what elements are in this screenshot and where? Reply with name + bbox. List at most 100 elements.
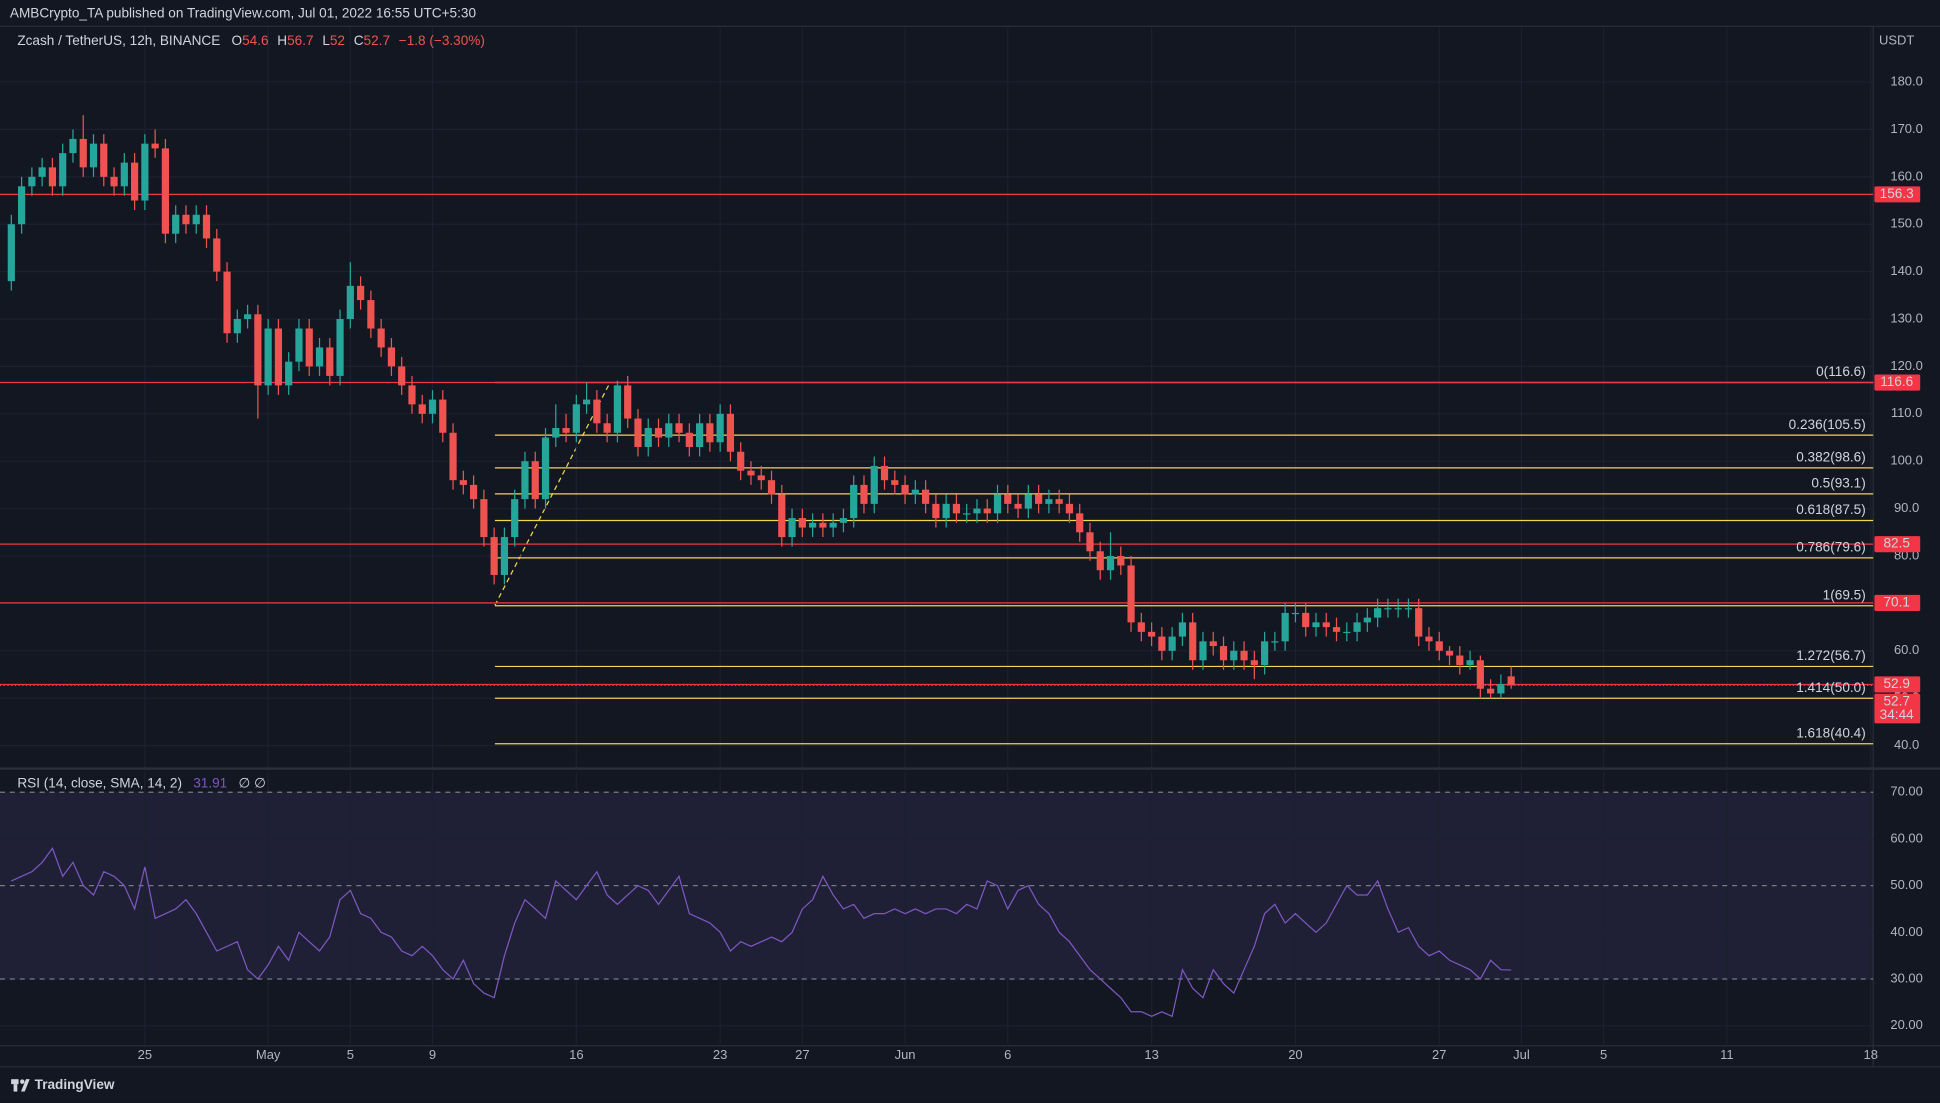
candle-body: [1343, 631, 1351, 634]
y-tick-label: 110.0: [1891, 405, 1923, 420]
rsi-legend: RSI (14, close, SMA, 14, 2) 31.91 ∅ ∅: [17, 775, 266, 790]
level-label: 52.9: [1883, 676, 1909, 691]
candle-body: [1086, 532, 1094, 552]
candle-body: [922, 489, 930, 504]
candle-body: [100, 143, 108, 177]
x-tick-label: 25: [138, 1047, 152, 1062]
candle-body: [459, 480, 467, 485]
y-tick-label: 90.0: [1894, 500, 1919, 515]
ohlc-key: L: [322, 33, 330, 48]
candle-body: [1332, 627, 1341, 632]
candle-body: [1466, 660, 1474, 666]
level-label-box: [1874, 693, 1921, 724]
candle-body: [285, 361, 293, 386]
candle-body: [1363, 617, 1371, 623]
candle-body: [706, 423, 714, 443]
candle-body: [860, 484, 868, 504]
candle-body: [1425, 636, 1433, 642]
candle-body: [1148, 631, 1156, 637]
candle-body: [377, 328, 385, 348]
candle-body: [942, 503, 950, 519]
fib-label: 0.5(93.1): [1811, 476, 1865, 491]
candle-body: [1230, 650, 1238, 661]
rsi-tick-label: 50.00: [1890, 877, 1923, 892]
level-label-box: [1874, 594, 1921, 611]
fib-label: 0.236(105.5): [1789, 417, 1866, 432]
candle-body: [521, 461, 529, 500]
y-tick-label: 130.0: [1890, 310, 1923, 325]
fib-label: 0(116.6): [1816, 364, 1866, 379]
rsi-tick-label: 60.00: [1890, 830, 1923, 845]
candle-body: [963, 513, 971, 515]
candle-body: [1127, 565, 1135, 623]
rsi-line: [11, 847, 1512, 1018]
candle-body: [603, 423, 611, 433]
fib-label: 1.272(56.7): [1796, 648, 1866, 663]
candle-body: [1045, 499, 1053, 504]
candle-body: [1158, 636, 1166, 651]
candle-body: [1024, 494, 1032, 509]
candle-body: [1055, 499, 1063, 504]
candle-body: [562, 428, 570, 433]
candle-body: [665, 423, 673, 438]
candle-body: [172, 214, 180, 234]
x-tick-label: 16: [569, 1047, 583, 1062]
candle-body: [583, 399, 591, 405]
candle-body: [110, 176, 118, 187]
candle-body: [367, 300, 375, 329]
candle-body: [644, 428, 652, 447]
level-label: 34:44: [1880, 707, 1914, 722]
candle-body: [901, 484, 909, 495]
candle-body: [880, 465, 889, 481]
candle-body: [1456, 655, 1464, 666]
candle-body: [737, 451, 745, 471]
candle-body: [1312, 622, 1320, 628]
rsi-na: ∅ ∅: [238, 775, 266, 790]
candle-body: [1476, 660, 1484, 689]
x-tick-label: 27: [795, 1047, 809, 1062]
x-tick-label: May: [256, 1047, 281, 1062]
level-label: 116.6: [1880, 374, 1913, 389]
y-tick-label: 100.0: [1890, 453, 1923, 468]
footer-logo: [11, 1079, 30, 1092]
candle-body: [151, 143, 159, 149]
candle-body: [839, 518, 848, 523]
candle-body: [757, 475, 765, 481]
y-tick-label: 150.0: [1890, 216, 1923, 231]
level-label: 156.3: [1880, 186, 1914, 201]
x-tick-label: 6: [1004, 1047, 1011, 1062]
candle-body: [1250, 660, 1258, 666]
footer-brand: TradingView: [35, 1077, 115, 1092]
symbol-title: Zcash / TetherUS, 12h, BINANCE: [17, 33, 220, 48]
candle-body: [675, 423, 683, 433]
candle-body: [439, 399, 447, 433]
candle-body: [120, 162, 128, 187]
rsi-tick-label: 70.00: [1890, 784, 1923, 799]
ohlc-key: C: [354, 33, 364, 48]
candle-body: [1106, 556, 1115, 571]
candle-body: [634, 418, 642, 447]
candle-body: [983, 508, 991, 514]
candle-body: [788, 518, 796, 538]
candle-body: [850, 484, 858, 519]
x-tick-label: Jun: [895, 1047, 916, 1062]
fib-label: 1.618(40.4): [1796, 725, 1866, 740]
candle-body: [192, 214, 200, 225]
candle-body: [952, 503, 961, 514]
candle-body: [336, 319, 344, 376]
candle-body: [973, 508, 981, 514]
fib-label: 0.786(79.6): [1796, 540, 1866, 555]
candle-body: [470, 484, 478, 500]
candle-body: [1291, 612, 1300, 615]
ohlc-value: 52.7: [364, 33, 390, 48]
candle-body: [572, 404, 580, 433]
candle-body: [1209, 641, 1217, 647]
candle-body: [7, 224, 15, 282]
candle-body: [1445, 650, 1454, 656]
candle-body: [480, 499, 488, 538]
candle-body: [131, 162, 139, 201]
y-tick-label: 170.0: [1890, 121, 1923, 136]
candle-body: [696, 423, 704, 447]
candle-body: [1507, 676, 1515, 686]
